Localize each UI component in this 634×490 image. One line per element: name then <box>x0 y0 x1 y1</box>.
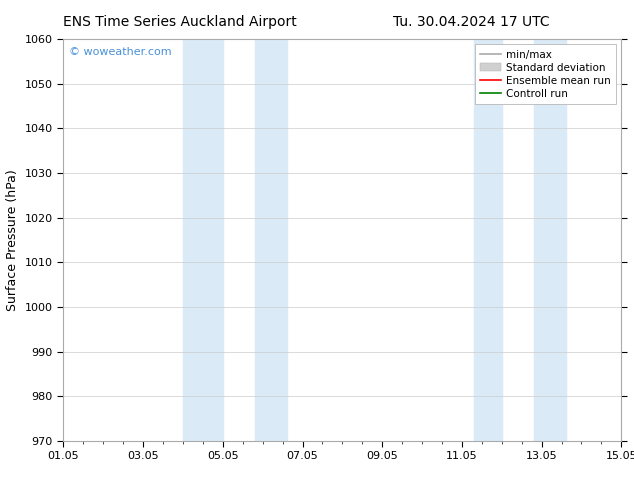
Bar <box>255 39 287 441</box>
Bar <box>534 39 566 441</box>
Text: ENS Time Series Auckland Airport: ENS Time Series Auckland Airport <box>63 15 297 29</box>
Legend: min/max, Standard deviation, Ensemble mean run, Controll run: min/max, Standard deviation, Ensemble me… <box>475 45 616 104</box>
Bar <box>183 39 223 441</box>
Text: Tu. 30.04.2024 17 UTC: Tu. 30.04.2024 17 UTC <box>393 15 550 29</box>
Y-axis label: Surface Pressure (hPa): Surface Pressure (hPa) <box>6 169 19 311</box>
Text: © woweather.com: © woweather.com <box>69 47 172 57</box>
Bar <box>474 39 501 441</box>
